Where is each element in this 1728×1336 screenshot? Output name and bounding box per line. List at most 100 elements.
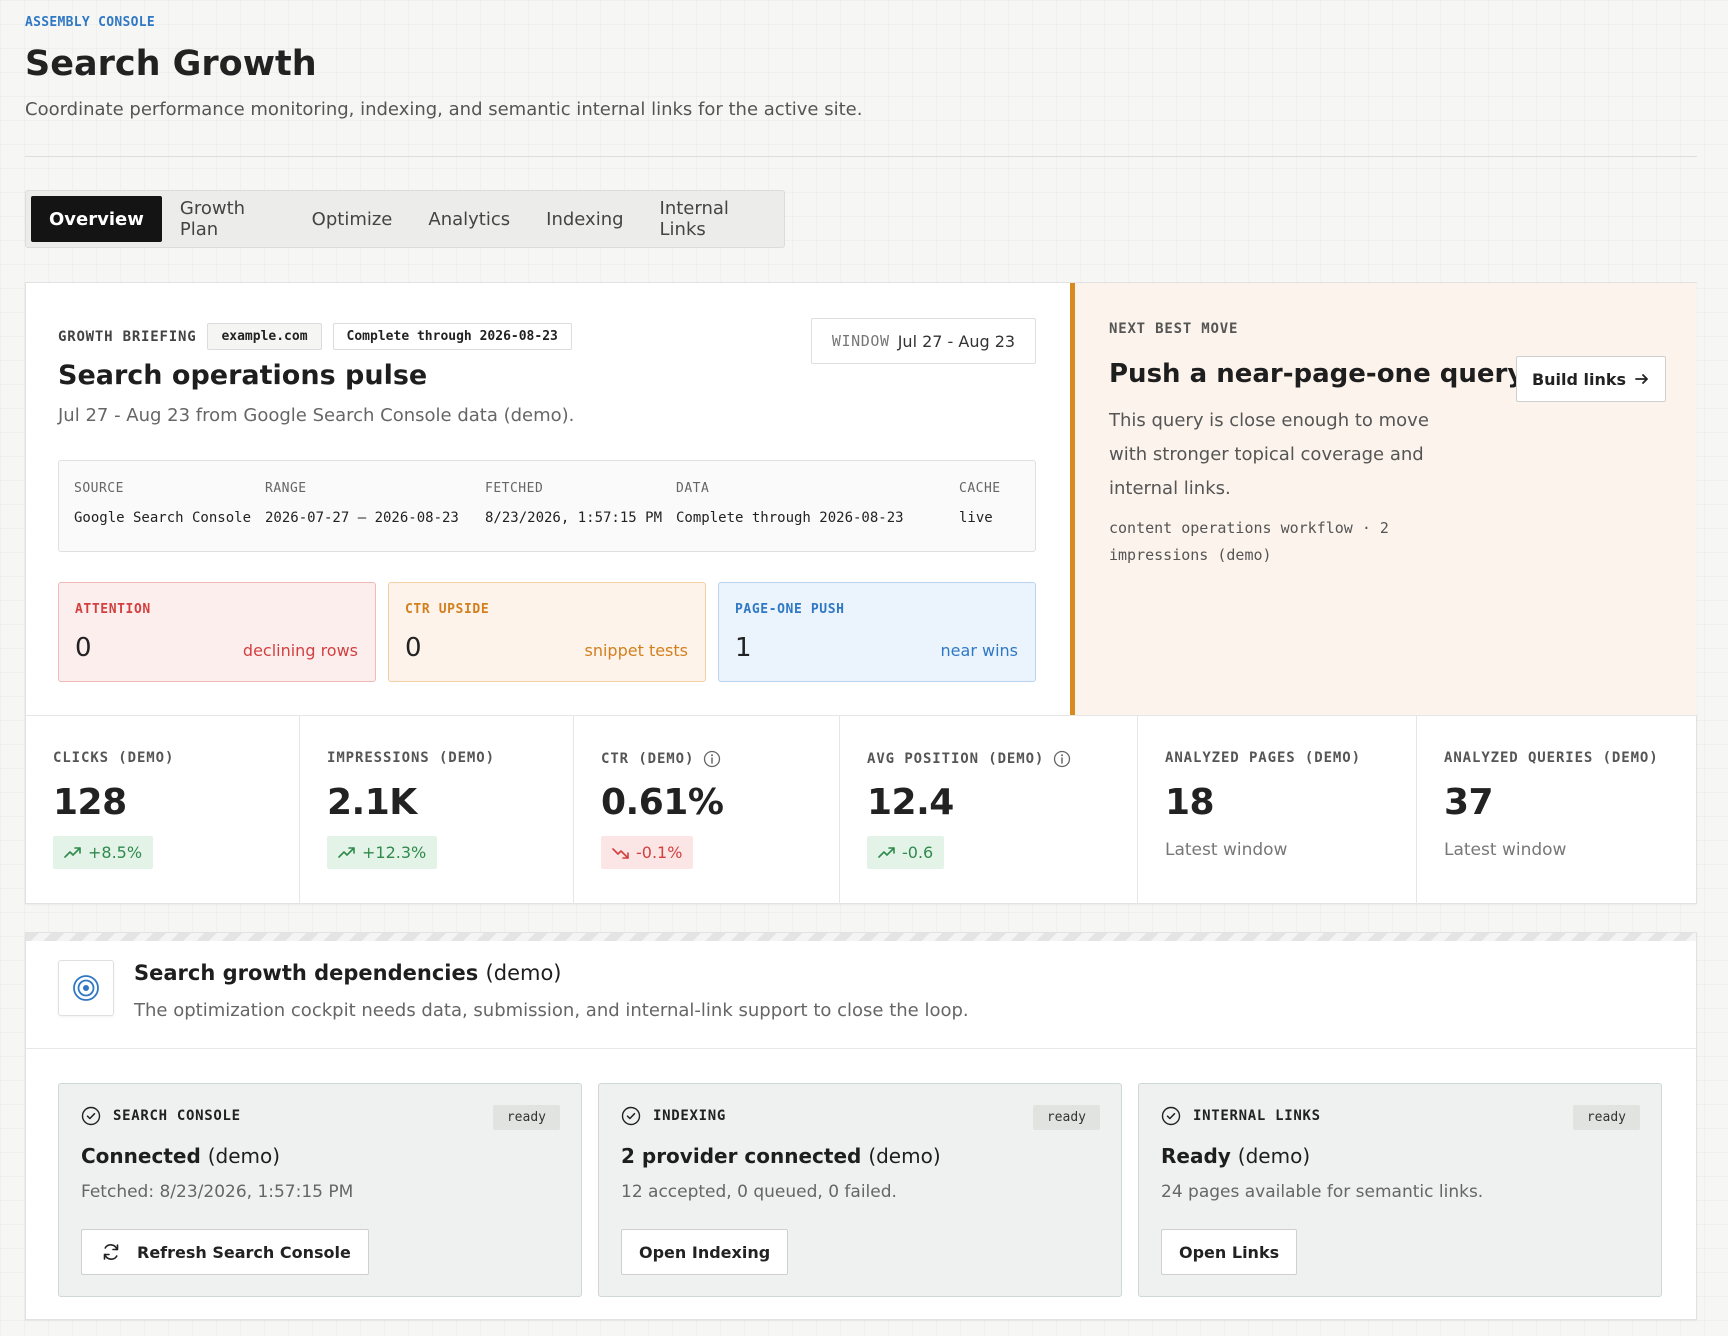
search-console-desc: Fetched: 8/23/2026, 1:57:15 PM <box>81 1182 354 1202</box>
page-one-count: 1 <box>735 633 752 663</box>
next-best-move-panel: NEXT BEST MOVE Push a near-page-one quer… <box>1070 283 1697 715</box>
pages-foot: Latest window <box>1165 840 1288 860</box>
next-move-detail: content operations workflow · 2 impressi… <box>1109 519 1389 564</box>
status-badge: ready <box>1032 1105 1100 1130</box>
range-value: 2026-07-27 – 2026-08-23 <box>265 510 459 526</box>
trend-up-icon <box>64 846 81 858</box>
dependencies-divider <box>26 1048 1696 1049</box>
queries-label: ANALYZED QUERIES (DEMO) <box>1444 750 1659 766</box>
metric-impressions: IMPRESSIONS (DEMO) 2.1K +12.3% <box>300 716 574 904</box>
internal-links-header: INTERNAL LINKS <box>1161 1106 1321 1126</box>
tab-indexing[interactable]: Indexing <box>546 208 624 230</box>
open-indexing-button[interactable]: Open Indexing <box>621 1229 789 1275</box>
site-chip: example.com <box>207 323 322 350</box>
pages-value: 18 <box>1165 782 1215 823</box>
cache-heading: CACHE <box>959 481 1001 496</box>
internal-links-title: Ready (demo) <box>1161 1144 1310 1168</box>
window-value: Jul 27 - Aug 23 <box>897 331 1016 351</box>
metric-ctr: CTR (DEMO) 0.61% -0.1% <box>574 716 840 904</box>
ctr-upside-label: CTR UPSIDE <box>405 602 490 617</box>
tab-optimize[interactable]: Optimize <box>311 208 393 230</box>
range-heading: RANGE <box>265 481 307 496</box>
source-value: Google Search Console <box>74 510 252 526</box>
ctr-upside-desc: snippet tests <box>584 641 689 660</box>
dependencies-card: Search growth dependencies (demo) The op… <box>25 932 1697 1320</box>
open-links-button[interactable]: Open Links <box>1161 1229 1298 1275</box>
impressions-label: IMPRESSIONS (DEMO) <box>327 750 495 766</box>
dependency-search-console: SEARCH CONSOLE ready Connected (demo) Fe… <box>58 1083 582 1297</box>
info-icon[interactable] <box>1053 750 1071 768</box>
dependency-indexing: INDEXING ready 2 provider connected (dem… <box>598 1083 1122 1297</box>
data-value: Complete through 2026-08-23 <box>676 510 904 526</box>
pages-label: ANALYZED PAGES (DEMO) <box>1165 750 1361 766</box>
data-status-chip: Complete through 2026-08-23 <box>332 323 572 350</box>
position-label-row: AVG POSITION (DEMO) <box>867 750 1071 768</box>
check-circle-icon <box>1161 1106 1181 1126</box>
briefing-title: Search operations pulse <box>58 360 428 391</box>
refresh-search-console-label: Refresh Search Console <box>137 1242 351 1262</box>
header-divider <box>25 156 1697 157</box>
status-badge: ready <box>492 1105 560 1130</box>
briefing-panel: GROWTH BRIEFING example.com Complete thr… <box>26 283 1070 715</box>
build-links-label: Build links <box>1531 369 1627 389</box>
clicks-delta: +8.5% <box>53 836 154 869</box>
page-one-label: PAGE-ONE PUSH <box>735 602 845 617</box>
ctr-label-row: CTR (DEMO) <box>601 750 721 768</box>
source-column: SOURCE Google Search Console <box>74 481 251 526</box>
indexing-label: INDEXING <box>653 1108 727 1124</box>
ctr-upside-count: 0 <box>405 633 422 663</box>
search-console-label: SEARCH CONSOLE <box>113 1108 241 1124</box>
metric-analyzed-pages: ANALYZED PAGES (DEMO) 18 Latest window <box>1138 716 1417 904</box>
attention-card[interactable]: ATTENTION 0 declining rows <box>58 582 376 682</box>
page-one-push-card[interactable]: PAGE-ONE PUSH 1 near wins <box>718 582 1036 682</box>
position-label: AVG POSITION (DEMO) <box>867 751 1045 767</box>
attention-count: 0 <box>75 633 92 663</box>
page-one-desc: near wins <box>940 641 1018 660</box>
ctr-delta-value: -0.1% <box>636 843 683 862</box>
briefing-header: GROWTH BRIEFING example.com Complete thr… <box>58 323 583 350</box>
indexing-title-suffix: (demo) <box>868 1144 941 1168</box>
tab-overview[interactable]: Overview <box>31 196 162 242</box>
next-move-body: This query is close enough to move with … <box>1109 410 1429 499</box>
internal-links-title-text: Ready <box>1161 1144 1231 1168</box>
attention-label: ATTENTION <box>75 602 151 617</box>
data-heading: DATA <box>676 481 710 496</box>
source-heading: SOURCE <box>74 481 124 496</box>
page-subtitle: Coordinate performance monitoring, index… <box>25 99 863 120</box>
trend-down-icon <box>612 847 629 859</box>
open-indexing-label: Open Indexing <box>639 1242 771 1262</box>
growth-briefing-card: GROWTH BRIEFING example.com Complete thr… <box>25 282 1697 904</box>
window-label: WINDOW <box>831 332 890 350</box>
fetched-column: FETCHED 8/23/2026, 1:57:15 PM <box>485 481 662 526</box>
indexing-header: INDEXING <box>621 1106 726 1126</box>
build-links-button[interactable]: Build links <box>1516 356 1666 402</box>
trend-up-icon <box>878 846 895 858</box>
search-console-title-suffix: (demo) <box>207 1144 281 1168</box>
dependencies-title-text: Search growth dependencies <box>134 961 479 985</box>
tab-analytics[interactable]: Analytics <box>428 208 511 230</box>
tab-growth-plan[interactable]: Growth Plan <box>179 198 246 240</box>
console-eyebrow: ASSEMBLY CONSOLE <box>25 15 156 30</box>
window-selector[interactable]: WINDOW Jul 27 - Aug 23 <box>811 318 1036 364</box>
metrics-row: CLICKS (DEMO) 128 +8.5% IMPRESSIONS (DEM… <box>26 715 1696 904</box>
briefing-eyebrow: GROWTH BRIEFING <box>58 328 197 345</box>
impressions-delta-value: +12.3% <box>362 843 427 862</box>
striped-divider <box>26 933 1696 941</box>
tab-bar: Overview Growth Plan Optimize Analytics … <box>25 190 785 248</box>
search-console-title-text: Connected <box>81 1144 201 1168</box>
fetched-heading: FETCHED <box>485 481 544 496</box>
metric-clicks: CLICKS (DEMO) 128 +8.5% <box>26 716 300 904</box>
metric-avg-position: AVG POSITION (DEMO) 12.4 -0.6 <box>840 716 1138 904</box>
ctr-label: CTR (DEMO) <box>601 751 695 767</box>
tab-internal-links[interactable]: Internal Links <box>659 198 729 240</box>
page-title: Search Growth <box>25 44 317 84</box>
search-console-title: Connected (demo) <box>81 1144 280 1168</box>
position-delta: -0.6 <box>867 836 945 869</box>
ctr-value: 0.61% <box>601 782 724 823</box>
cache-column: CACHE live <box>959 481 1001 526</box>
refresh-search-console-button[interactable]: Refresh Search Console <box>81 1229 369 1275</box>
metric-analyzed-queries: ANALYZED QUERIES (DEMO) 37 Latest window <box>1417 716 1696 904</box>
ctr-upside-card[interactable]: CTR UPSIDE 0 snippet tests <box>388 582 706 682</box>
info-icon[interactable] <box>703 750 721 768</box>
indexing-desc: 12 accepted, 0 queued, 0 failed. <box>621 1182 897 1202</box>
